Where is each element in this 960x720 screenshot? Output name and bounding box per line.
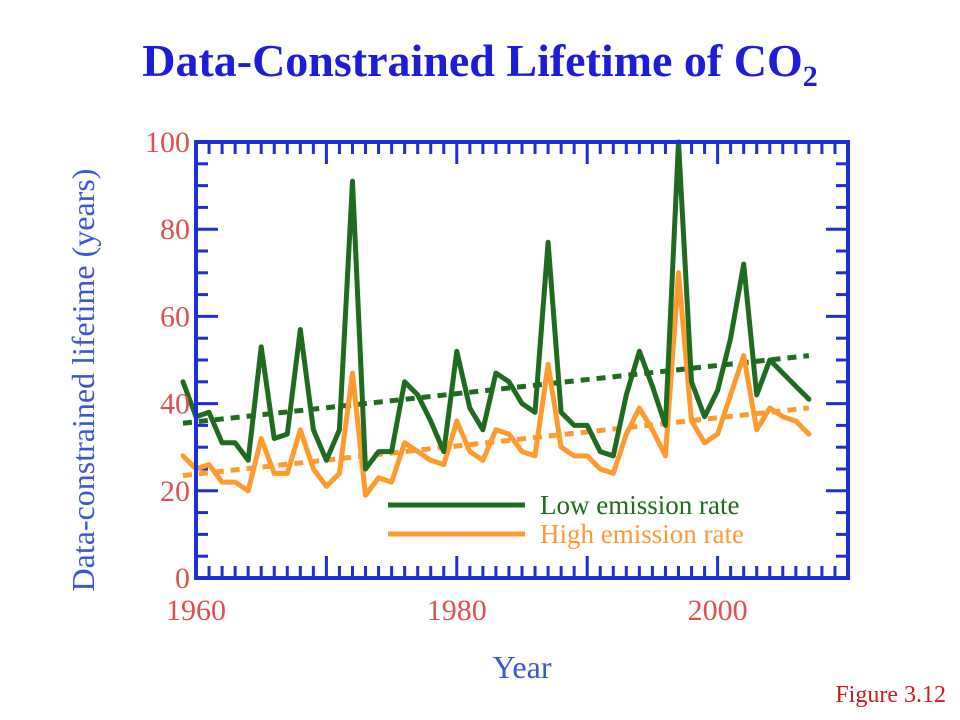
legend-label-low-emission: Low emission rate (540, 490, 739, 520)
y-tick-label: 20 (160, 475, 190, 508)
y-tick-label: 40 (160, 388, 190, 421)
x-axis-title: Year (493, 649, 552, 685)
series-lines (180, 139, 812, 498)
slide-title-text: Data-Constrained Lifetime of CO (142, 35, 803, 86)
slide-title: Data-Constrained Lifetime of CO2 (0, 34, 960, 94)
y-tick-label: 80 (160, 213, 190, 246)
y-tick-label: 0 (175, 562, 190, 595)
plot-frame (194, 140, 850, 580)
trend-line-low-emission-rate (182, 353, 810, 426)
x-tick-label: 2000 (688, 594, 748, 627)
series-line-low-emission-rate (180, 139, 812, 472)
trend-lines (182, 353, 810, 479)
legend-label-high-emission: High emission rate (540, 519, 744, 549)
x-tick-label: 1980 (427, 594, 487, 627)
figure-label: Figure 3.12 (835, 682, 946, 708)
x-tick-label: 1960 (166, 594, 226, 627)
tick-labels: 1960 1980 2000 0 20 40 60 80 100 (145, 126, 748, 627)
slide-title-subscript: 2 (802, 60, 818, 93)
y-tick-label: 60 (160, 300, 190, 333)
legend: Low emission rate High emission rate (388, 490, 744, 549)
series-line-high-emission-rate (180, 270, 812, 498)
y-tick-label: 100 (145, 126, 190, 159)
y-axis-title: Data-constrained lifetime (years) (65, 169, 101, 592)
axis-ticks (194, 140, 850, 580)
trend-line-high-emission-rate (182, 405, 810, 479)
